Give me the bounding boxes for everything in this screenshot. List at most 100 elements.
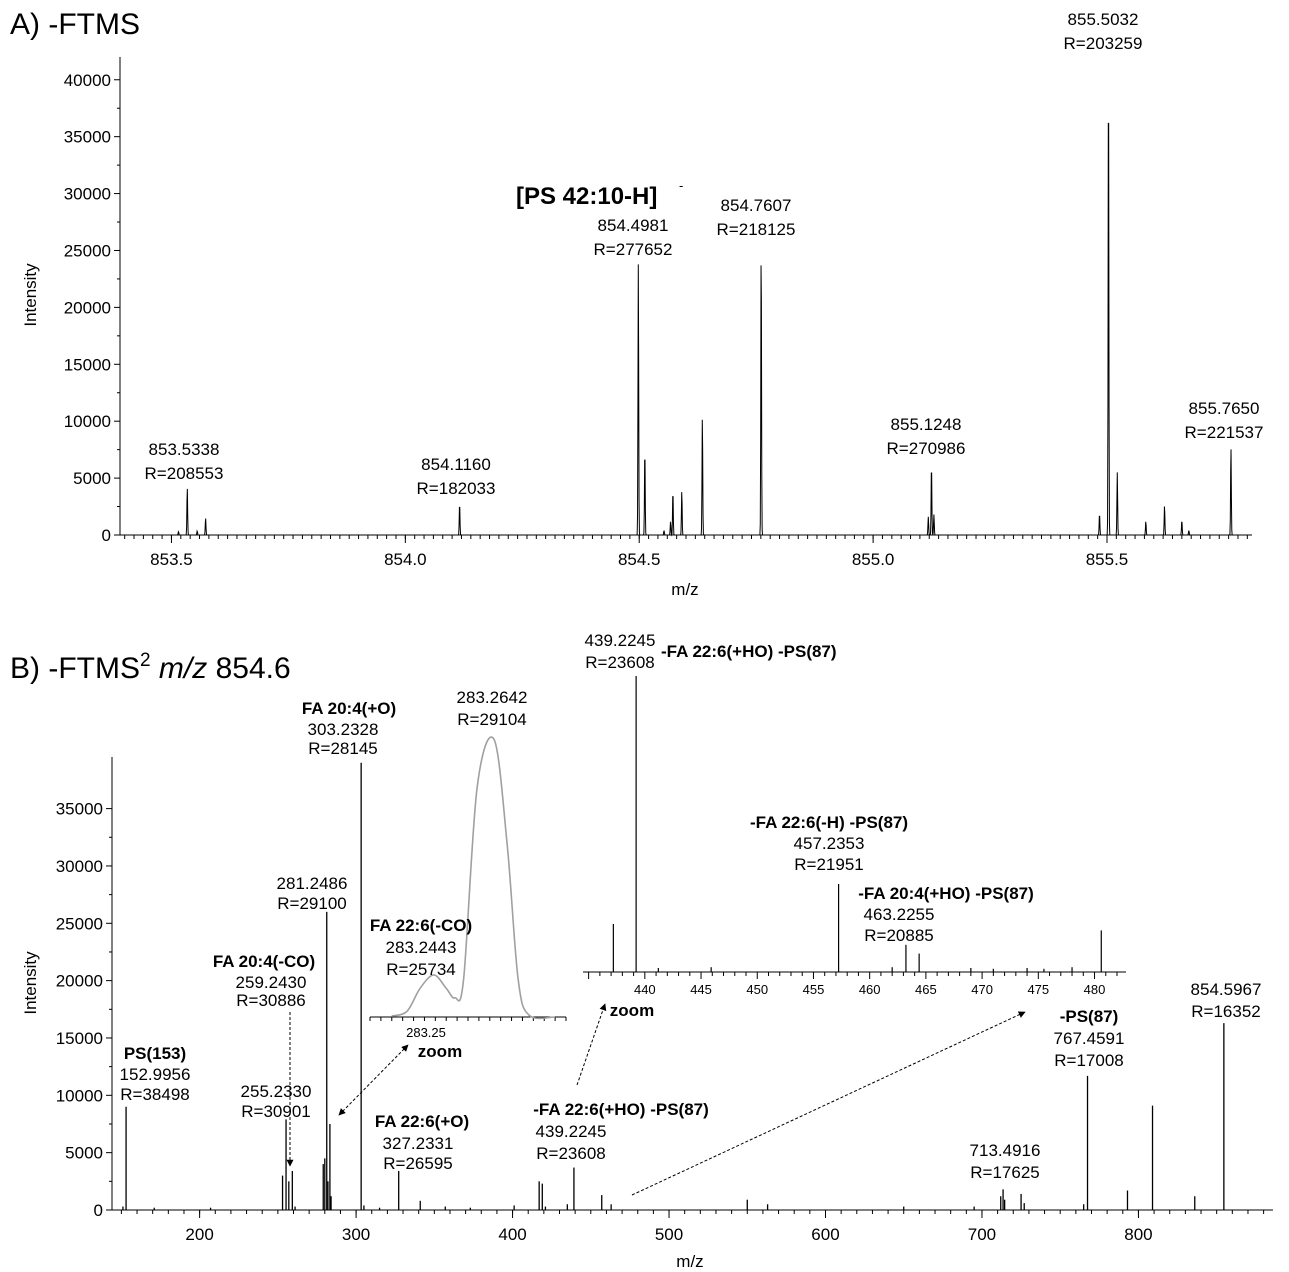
- panel-b-x-tick-label: 300: [342, 1225, 370, 1244]
- inset2-annotation-439-r: R=23608: [585, 653, 654, 672]
- annotation-855-7650: 855.7650 R=221537: [1185, 399, 1264, 442]
- panel-b-x-tick-label: 200: [185, 1225, 213, 1244]
- panel-b-y-tick-label: 0: [94, 1201, 103, 1220]
- annotation-853-5338-mz: 853.5338: [149, 440, 220, 459]
- annotation-713-r: R=17625: [970, 1163, 1039, 1182]
- panel-b-y-tick-label: 25000: [56, 914, 103, 933]
- annotation-713: 713.4916 R=17625: [970, 1141, 1041, 1182]
- inset2-x-tick-label: 480: [1084, 982, 1106, 997]
- panel-b-y-tick-label: 10000: [56, 1086, 103, 1105]
- panel-a-y-tick-label: 5000: [73, 469, 111, 488]
- panel-a-y-tick-label: 15000: [64, 355, 111, 374]
- annotation-ps153-mz: 152.9956: [120, 1065, 191, 1084]
- annotation-303-r: R=28145: [308, 739, 377, 758]
- inset-437-482-bars: [612, 676, 1102, 972]
- annotation-855-7650-r: R=221537: [1185, 423, 1264, 442]
- panel-a-ylabel: Intensity: [21, 263, 40, 327]
- annotation-ps-precursor: [PS 42:10-H] - 854.4981 R=277652: [516, 178, 683, 259]
- annotation-854-r: R=16352: [1191, 1002, 1260, 1021]
- annotation-259-mz: 259.2430: [236, 973, 307, 992]
- panel-a-y-tick-label: 35000: [64, 128, 111, 147]
- annotation-ps153-r: R=38498: [120, 1085, 189, 1104]
- annotation-303: FA 20:4(+O) 303.2328 R=28145: [302, 699, 396, 758]
- panel-b-ylabel: Intensity: [21, 951, 40, 1015]
- annotation-713-mz: 713.4916: [970, 1141, 1041, 1160]
- annotation-855-7650-mz: 855.7650: [1189, 399, 1260, 418]
- annotation-439: -FA 22:6(+HO) -PS(87) 439.2245 R=23608: [533, 1100, 709, 1163]
- inset-437-482-axes: 440 445 450 455 460 465 470 475 480: [583, 971, 1126, 997]
- panel-b-bars: [122, 762, 1225, 1210]
- inset2-annotation-439-mz: 439.2245: [585, 631, 656, 650]
- annotation-854-1160-r: R=182033: [417, 479, 496, 498]
- annotation-259-r: R=30886: [236, 991, 305, 1010]
- zoom-arrow-region: [631, 1011, 1026, 1196]
- annotation-854-7607-r: R=218125: [717, 220, 796, 239]
- panel-b-x-tick-label: 600: [811, 1225, 839, 1244]
- annotation-ps-precursor-charge: -: [679, 178, 683, 193]
- annotation-439-r: R=23608: [536, 1144, 605, 1163]
- annotation-259-title: FA 20:4(-CO): [213, 952, 315, 971]
- panel-b-label-prefix: B) -FTMS: [10, 652, 140, 685]
- panel-b-x-tick-label: 500: [655, 1225, 683, 1244]
- panel-b-x-tick-label: 700: [968, 1225, 996, 1244]
- annotation-855-1248-mz: 855.1248: [891, 415, 962, 434]
- panel-a-x-tick-label: 854.0: [384, 550, 427, 569]
- annotation-255-mz: 255.2330: [241, 1082, 312, 1101]
- inset-283-annotation-left-title: FA 22:6(-CO): [370, 916, 472, 935]
- panel-a-y-tick-label: 25000: [64, 241, 111, 260]
- inset2-x-tick-label: 465: [915, 982, 937, 997]
- annotation-303-mz: 303.2328: [308, 720, 379, 739]
- panel-a-axes: 0 5000 10000 15000 20000 25000 30000 35000 40000…: [64, 57, 1252, 569]
- annotation-853-5338: 853.5338 R=208553: [145, 440, 224, 483]
- annotation-854-1160: 854.1160 R=182033: [417, 455, 496, 498]
- annotation-255-r: R=30901: [241, 1102, 310, 1121]
- inset2-x-tick-label: 445: [690, 982, 712, 997]
- panel-a-y-tick-label: 30000: [64, 185, 111, 204]
- annotation-327-title: FA 22:6(+O): [375, 1112, 469, 1131]
- annotation-281-mz: 281.2486: [277, 874, 348, 893]
- panel-a-y-tick-label: 0: [102, 526, 111, 545]
- inset2-annotation-457-mz: 457.2353: [794, 834, 865, 853]
- inset-283-annotation-left-r: R=25734: [386, 960, 455, 979]
- annotation-ps-precursor-mz: 854.4981: [598, 216, 669, 235]
- annotation-327-mz: 327.2331: [383, 1134, 454, 1153]
- annotation-854-7607-mz: 854.7607: [721, 196, 792, 215]
- annotation-439-mz: 439.2245: [536, 1122, 607, 1141]
- inset2-x-tick-label: 470: [971, 982, 993, 997]
- annotation-327: FA 22:6(+O) 327.2331 R=26595: [375, 1112, 469, 1173]
- inset2-x-tick-label: 455: [803, 982, 825, 997]
- zoom-label-439: zoom: [610, 1001, 654, 1020]
- panel-a: A) -FTMS Intensity m/z 0 5000 10000 15000 20…: [10, 8, 1263, 599]
- annotation-ps-precursor-title: [PS 42:10-H]: [516, 183, 657, 210]
- zoom-arrow-283: [338, 1044, 409, 1116]
- panel-b: B) -FTMS2 m/z 854.6 Intensity m/z 0 5000 1…: [10, 631, 1273, 1271]
- inset2-annotation-463-title: -FA 20:4(+HO) -PS(87): [858, 884, 1034, 903]
- annotation-855-5032: 855.5032 R=203259: [1064, 10, 1143, 53]
- zoom-label-283: zoom: [418, 1042, 462, 1061]
- inset-283-annotation-left-mz: 283.2443: [386, 938, 457, 957]
- annotation-767-r: R=17008: [1054, 1051, 1123, 1070]
- panel-a-x-tick-label: 855.0: [852, 550, 895, 569]
- inset2-annotation-463-r: R=20885: [864, 926, 933, 945]
- annotation-303-title: FA 20:4(+O): [302, 699, 396, 718]
- annotation-767: -PS(87) 767.4591 R=17008: [1054, 1007, 1125, 1070]
- panel-b-label-superscript: 2: [140, 650, 151, 671]
- annotation-255: 255.2330 R=30901: [241, 1082, 312, 1121]
- annotation-854: 854.5967 R=16352: [1191, 980, 1262, 1021]
- annotation-855-5032-mz: 855.5032: [1068, 10, 1139, 29]
- annotation-855-5032-r: R=203259: [1064, 34, 1143, 53]
- annotation-855-1248-r: R=270986: [887, 439, 966, 458]
- inset2-annotation-439-title: -FA 22:6(+HO) -PS(87): [661, 642, 837, 661]
- panel-a-y-tick-label: 20000: [64, 298, 111, 317]
- inset-283-tick-label: 283.25: [406, 1025, 446, 1040]
- annotation-854-7607: 854.7607 R=218125: [717, 196, 796, 239]
- inset-zoom-283: 283.25 FA 22:6(-CO) 283.2443 R=25734 283…: [369, 688, 567, 1040]
- annotation-ps-precursor-r: R=277652: [594, 240, 673, 259]
- annotation-281: 281.2486 R=29100: [277, 874, 348, 913]
- annotation-854-mz: 854.5967: [1191, 980, 1262, 999]
- inset-zoom-437-482: 440 445 450 455 460 465 470 475 480 439.2245 R=2…: [583, 631, 1126, 997]
- inset-283-profile-trace: [391, 736, 556, 1020]
- inset2-annotation-457-title: -FA 22:6(-H) -PS(87): [750, 813, 908, 832]
- annotation-767-mz: 767.4591: [1054, 1029, 1125, 1048]
